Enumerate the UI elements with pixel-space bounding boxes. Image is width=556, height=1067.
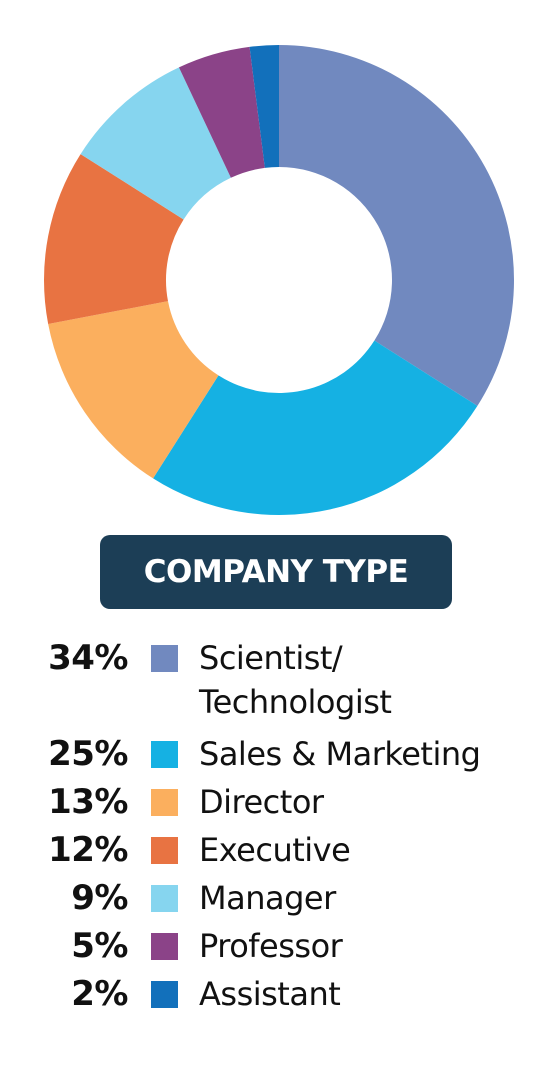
donut-slice-4 [80,67,231,220]
legend-label: Professor [199,924,549,968]
legend-label-line: Director [199,783,324,821]
legend-item: 34% Scientist/Technologist [0,636,556,732]
donut-slice-6 [249,45,279,168]
legend-label-line: Technologist [199,683,392,721]
legend-percent: 2% [71,974,128,1014]
legend-swatch [151,741,178,768]
legend-swatch [151,885,178,912]
legend-label-line: Sales & Marketing [199,735,481,773]
donut-slice-1 [153,340,478,515]
legend-percent: 9% [71,878,128,918]
legend-item: 13% Director [0,780,556,828]
legend-label-line: Scientist/ [199,639,343,677]
legend-label-line: Assistant [199,975,341,1013]
chart-title-badge: COMPANY TYPE [100,535,452,609]
donut-chart [43,45,514,515]
legend-label: Scientist/Technologist [199,636,549,724]
legend-percent: 12% [48,830,128,870]
legend-label-line: Professor [199,927,343,965]
legend-percent: 13% [48,782,128,822]
legend-percent: 34% [48,638,128,678]
chart-title: COMPANY TYPE [143,554,409,590]
legend-percent: 25% [48,734,128,774]
legend-label: Manager [199,876,549,920]
legend-label-line: Executive [199,831,351,869]
donut-slice-3 [43,154,184,325]
legend-label: Executive [199,828,549,872]
legend-swatch [151,645,178,672]
legend-label: Director [199,780,549,824]
legend-item: 5% Professor [0,924,556,972]
legend-swatch [151,933,178,960]
legend-item: 9% Manager [0,876,556,924]
legend-item: 12% Executive [0,828,556,876]
legend-label-line: Manager [199,879,336,917]
donut-slice-5 [178,46,265,178]
legend-label: Sales & Marketing [199,732,549,776]
legend-swatch [151,837,178,864]
legend-item: 2% Assistant [0,972,556,1020]
chart-legend: 34% Scientist/Technologist 25% Sales & Mark… [0,636,556,1020]
legend-label: Assistant [199,972,549,1016]
donut-slice-2 [48,301,219,479]
legend-swatch [151,981,178,1008]
legend-percent: 5% [71,926,128,966]
legend-item: 25% Sales & Marketing [0,732,556,780]
donut-slice-0 [279,45,514,406]
legend-swatch [151,789,178,816]
